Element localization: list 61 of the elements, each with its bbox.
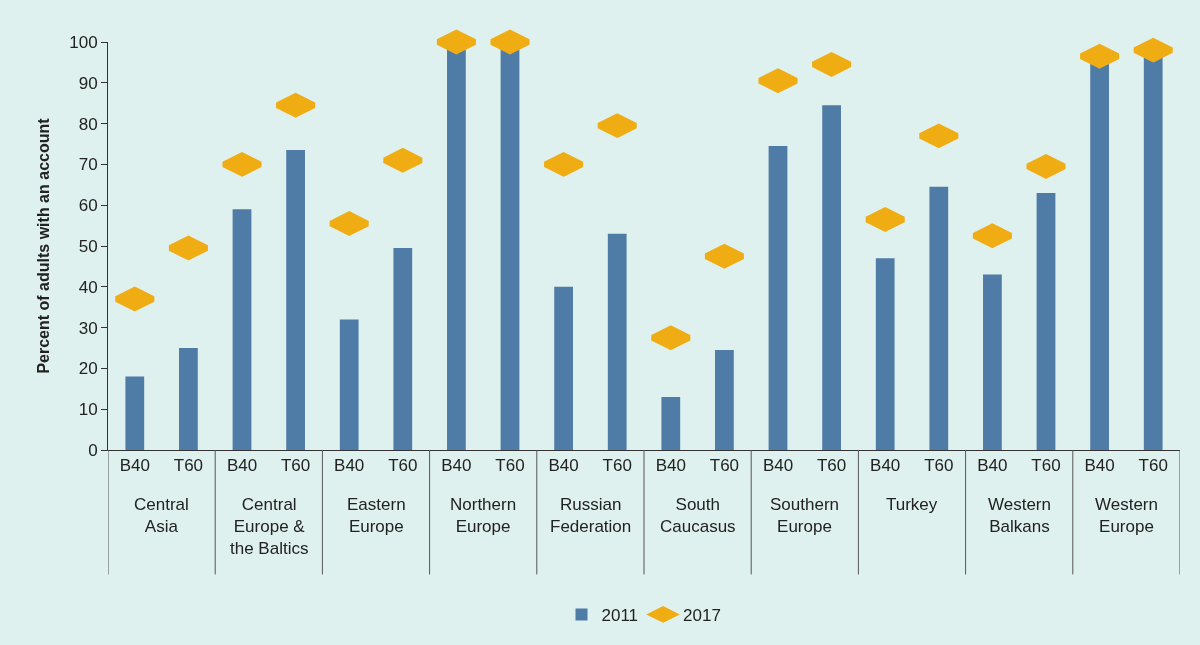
y-tick-label: 40: [78, 277, 98, 297]
bar: [339, 319, 359, 450]
y-tick-label: 90: [78, 73, 98, 93]
x-tick-label: B40: [119, 456, 150, 476]
x-tick-label: B40: [441, 456, 472, 476]
bar: [1036, 192, 1056, 450]
x-tick-label: T60: [1138, 456, 1168, 476]
y-tick-label: 0: [88, 440, 98, 460]
legend-label: 2017: [683, 606, 721, 626]
x-tick-label: T60: [924, 456, 954, 476]
bar: [768, 146, 788, 450]
y-tick-label: 10: [78, 400, 98, 420]
bar: [875, 258, 895, 450]
x-tick-label: B40: [226, 456, 258, 476]
text: Western Europe: [1095, 495, 1158, 537]
text: Southern Europe: [770, 495, 839, 537]
y-tick-label: 100: [69, 32, 98, 52]
text: Central Asia: [134, 495, 189, 537]
x-tick-label: T60: [602, 456, 632, 476]
x-tick-label: T60: [388, 456, 418, 476]
y-tick-label: 30: [78, 318, 98, 338]
x-tick-label: T60: [816, 456, 847, 476]
x-tick-label: B40: [762, 456, 794, 476]
text: South Caucasus: [660, 495, 736, 537]
text: Russian Federation: [550, 495, 632, 537]
y-axis-title: Percent of adults with an account: [35, 117, 53, 374]
y-tick-label: 20: [78, 359, 98, 379]
bar: [822, 105, 841, 450]
x-tick-label: T60: [280, 456, 311, 476]
x-tick-label: T60: [173, 456, 204, 476]
bar: [554, 286, 573, 450]
bar: [232, 209, 252, 450]
x-tick-label: B40: [1084, 456, 1115, 476]
x-tick-label: T60: [709, 456, 740, 476]
bar: [1090, 62, 1109, 450]
text: Turkey: [886, 495, 938, 514]
x-tick-label: T60: [1031, 456, 1061, 476]
bar: [983, 274, 1002, 450]
y-tick-label: 60: [78, 196, 98, 216]
x-tick-label: B40: [977, 456, 1008, 476]
bar: [929, 186, 949, 450]
text: Eastern Europe: [347, 495, 406, 537]
bar: [661, 396, 681, 450]
x-tick-label: B40: [870, 456, 901, 476]
text: Northern Europe: [450, 495, 517, 537]
y-tick-label: 50: [78, 236, 98, 256]
bar: [715, 350, 734, 450]
text: Western Balkans: [988, 495, 1051, 537]
x-tick-label: B40: [548, 456, 579, 476]
y-tick-label: 80: [78, 114, 98, 134]
bar: [607, 233, 627, 450]
x-tick-label: B40: [655, 456, 686, 476]
bar: [286, 150, 305, 450]
legend-label: 2011: [601, 606, 639, 626]
y-tick-label: 70: [78, 155, 98, 175]
text: Central Europe & the Baltics: [230, 495, 309, 559]
bar: [179, 348, 198, 450]
bar: [393, 248, 413, 450]
x-tick-label: B40: [334, 456, 365, 476]
x-tick-label: T60: [495, 456, 525, 476]
bar: [125, 376, 145, 450]
